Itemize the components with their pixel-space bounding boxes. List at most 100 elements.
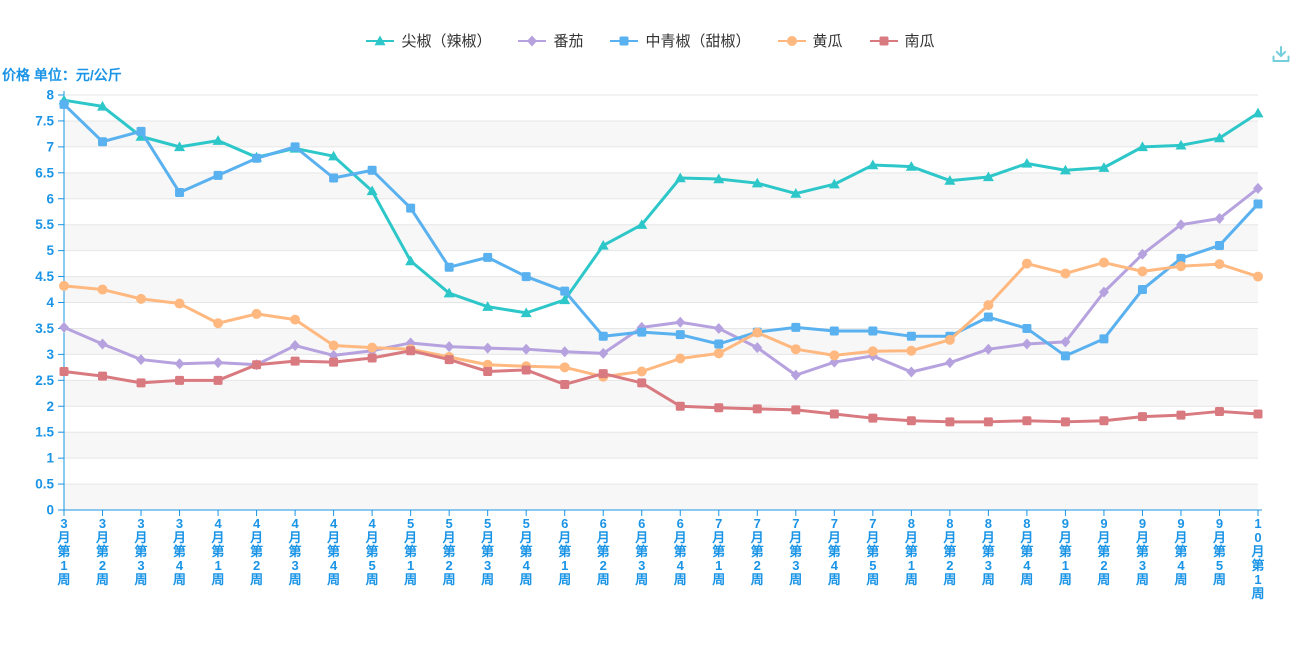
data-point-circle[interactable] (636, 366, 647, 377)
data-point-triangle[interactable] (482, 301, 494, 311)
data-point-triangle[interactable] (520, 307, 532, 318)
data-point-square[interactable] (406, 346, 416, 356)
data-point-diamond[interactable] (1060, 336, 1071, 348)
data-point-circle[interactable] (559, 362, 570, 373)
data-point-triangle[interactable] (982, 171, 994, 182)
data-point-square[interactable] (1214, 406, 1224, 416)
data-point-diamond[interactable] (1021, 338, 1032, 350)
data-point-circle[interactable] (1137, 266, 1148, 277)
data-point-triangle[interactable] (328, 150, 340, 161)
data-point-diamond[interactable] (983, 343, 994, 355)
data-point-square[interactable] (367, 165, 377, 175)
data-point-diamond[interactable] (59, 321, 69, 333)
data-point-diamond[interactable] (1098, 286, 1109, 298)
data-point-square[interactable] (1214, 240, 1224, 250)
data-point-square[interactable] (868, 413, 878, 423)
data-point-square[interactable] (906, 416, 916, 426)
data-point-circle[interactable] (290, 314, 301, 325)
data-point-diamond[interactable] (944, 357, 955, 369)
data-point-square[interactable] (1099, 416, 1109, 426)
legend-item-番茄[interactable]: 番茄 (517, 30, 583, 51)
data-point-triangle[interactable] (366, 185, 378, 196)
data-point-circle[interactable] (367, 342, 378, 353)
data-point-square[interactable] (1176, 253, 1186, 263)
data-point-square[interactable] (1176, 410, 1186, 420)
data-point-square[interactable] (637, 327, 647, 337)
data-point-square[interactable] (791, 322, 801, 332)
data-point-circle[interactable] (906, 345, 917, 356)
data-point-square[interactable] (252, 360, 262, 370)
data-point-square[interactable] (329, 357, 339, 367)
data-point-triangle[interactable] (713, 173, 725, 184)
data-point-circle[interactable] (786, 35, 797, 46)
data-point-square[interactable] (560, 286, 570, 296)
data-point-circle[interactable] (97, 284, 108, 295)
data-point-triangle[interactable] (443, 287, 455, 298)
data-point-circle[interactable] (1253, 271, 1263, 282)
data-point-triangle[interactable] (374, 35, 386, 45)
data-point-triangle[interactable] (1252, 107, 1264, 118)
data-point-triangle[interactable] (944, 175, 956, 185)
data-point-square[interactable] (983, 417, 993, 427)
data-point-circle[interactable] (328, 340, 339, 351)
data-point-square[interactable] (175, 375, 185, 385)
data-point-triangle[interactable] (559, 294, 571, 305)
data-point-triangle[interactable] (751, 177, 763, 188)
data-point-square[interactable] (213, 170, 223, 180)
data-point-diamond[interactable] (1214, 212, 1225, 224)
data-point-triangle[interactable] (405, 255, 417, 266)
data-point-square[interactable] (136, 378, 146, 388)
data-point-square[interactable] (521, 272, 531, 282)
data-point-square[interactable] (906, 331, 916, 341)
data-point-triangle[interactable] (1059, 164, 1071, 175)
data-point-diamond[interactable] (97, 338, 108, 350)
data-point-square[interactable] (714, 403, 724, 413)
data-point-circle[interactable] (1214, 259, 1225, 270)
data-point-triangle[interactable] (1213, 132, 1225, 143)
download-button[interactable] (1268, 42, 1294, 68)
data-point-square[interactable] (483, 252, 493, 262)
data-point-diamond[interactable] (213, 357, 224, 369)
data-point-diamond[interactable] (521, 343, 532, 355)
data-point-square[interactable] (1253, 409, 1263, 419)
data-point-triangle[interactable] (905, 161, 917, 171)
data-point-circle[interactable] (251, 308, 262, 319)
data-point-circle[interactable] (713, 348, 724, 359)
data-point-square[interactable] (136, 126, 146, 136)
data-point-circle[interactable] (867, 346, 878, 357)
data-point-square[interactable] (637, 378, 647, 388)
data-point-circle[interactable] (1060, 268, 1071, 279)
data-point-square[interactable] (714, 339, 724, 349)
data-point-square[interactable] (1060, 417, 1070, 427)
data-point-square[interactable] (879, 36, 889, 45)
data-point-triangle[interactable] (636, 219, 648, 229)
data-point-circle[interactable] (752, 327, 763, 338)
data-point-triangle[interactable] (174, 141, 186, 152)
data-point-triangle[interactable] (597, 239, 609, 250)
data-point-square[interactable] (560, 379, 570, 389)
data-point-diamond[interactable] (713, 322, 724, 334)
data-point-diamond[interactable] (598, 347, 609, 359)
data-point-square[interactable] (367, 353, 377, 363)
data-point-square[interactable] (598, 369, 608, 379)
data-point-square[interactable] (175, 188, 185, 198)
data-point-triangle[interactable] (1021, 157, 1033, 168)
data-point-square[interactable] (98, 371, 108, 381)
data-point-square[interactable] (619, 36, 629, 45)
data-point-triangle[interactable] (790, 188, 802, 198)
legend-item-中青椒（甜椒）[interactable]: 中青椒（甜椒） (609, 30, 751, 51)
data-point-circle[interactable] (174, 298, 185, 309)
data-point-triangle[interactable] (1136, 141, 1148, 152)
data-point-square[interactable] (252, 153, 262, 163)
data-point-circle[interactable] (1175, 261, 1186, 272)
data-point-square[interactable] (290, 356, 300, 366)
data-point-circle[interactable] (790, 344, 801, 355)
data-point-diamond[interactable] (444, 341, 455, 353)
data-point-diamond[interactable] (482, 342, 493, 354)
data-point-square[interactable] (59, 99, 69, 109)
data-point-square[interactable] (598, 331, 608, 341)
data-point-circle[interactable] (944, 334, 955, 345)
data-point-square[interactable] (483, 366, 493, 376)
data-point-square[interactable] (1099, 334, 1109, 344)
data-point-diamond[interactable] (752, 342, 763, 354)
